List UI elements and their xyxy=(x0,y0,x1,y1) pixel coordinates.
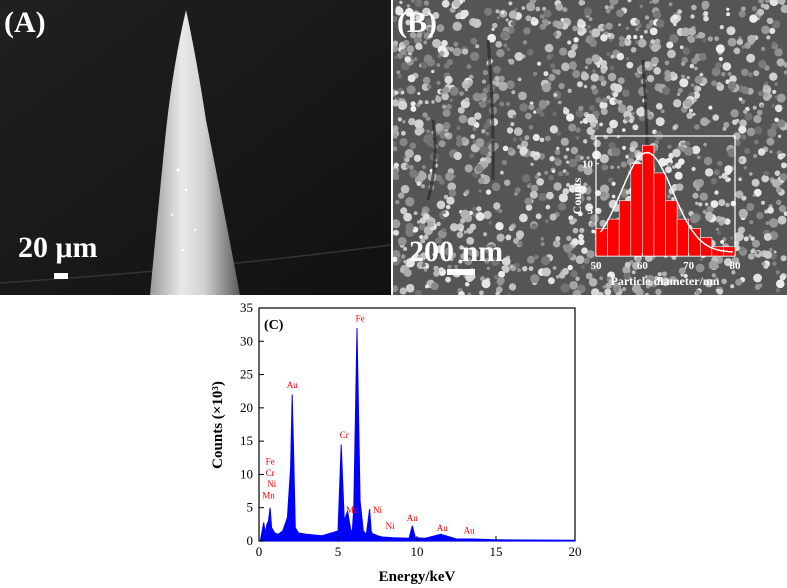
eds-peak-label: Fe xyxy=(356,313,365,323)
eds-y-tick-label: 5 xyxy=(247,500,254,515)
eds-peak-label: Au xyxy=(287,380,298,390)
histogram-bar xyxy=(676,218,689,257)
panel-b-scale-bar xyxy=(447,269,475,275)
eds-peak-label: Mn xyxy=(346,505,359,515)
panel-c-label: (C) xyxy=(264,318,284,333)
eds-peak-label: Au xyxy=(464,526,475,536)
gaussian-fit-curve xyxy=(599,151,733,253)
sem-image-nanoparticles: (B) 200 nm 50 60 70 80 5 10 Particle diamete… xyxy=(393,0,787,295)
eds-y-tick-label: 35 xyxy=(240,300,253,315)
eds-spectrum-series xyxy=(260,327,576,542)
histogram-x-tick-label: 80 xyxy=(730,260,742,272)
histogram-x-tick-label: 70 xyxy=(683,260,695,272)
histogram-bar xyxy=(618,200,632,257)
histogram-bar xyxy=(630,163,643,257)
eds-y-tick-label: 25 xyxy=(240,367,253,382)
panel-b-label: (B) xyxy=(397,6,437,39)
eds-x-tick-label: 10 xyxy=(411,544,424,559)
eds-peak-label: Ni xyxy=(386,521,395,531)
eds-plot-frame xyxy=(258,307,576,542)
histogram-bar xyxy=(607,218,620,257)
eds-y-tick-label: 0 xyxy=(247,533,254,548)
eds-peak-label: Au xyxy=(407,513,418,523)
histogram-x-tick-label: 50 xyxy=(591,260,603,272)
histogram-x-tick-label: 60 xyxy=(637,260,649,272)
eds-x-tick-label: 0 xyxy=(256,544,263,559)
eds-peak-label: Cr xyxy=(266,468,275,478)
tip-sem-graphic xyxy=(0,0,391,295)
eds-peak-label: Fe xyxy=(266,456,275,466)
eds-x-tick-label: 5 xyxy=(335,544,342,559)
histogram-bar xyxy=(665,200,678,257)
nanoparticle-texture xyxy=(393,0,787,295)
panel-a-label: (A) xyxy=(4,6,46,39)
eds-peak-label: Cr xyxy=(340,430,349,440)
histogram-y-tick-label: 10 xyxy=(582,159,594,171)
eds-y-tick-label: 30 xyxy=(240,333,253,348)
eds-x-axis-label: Energy/keV xyxy=(379,569,456,585)
eds-y-tick-label: 10 xyxy=(240,466,253,481)
histogram-bar xyxy=(653,172,666,257)
eds-y-axis-label: Counts (×10³) xyxy=(210,381,226,469)
eds-peak-label: Ni xyxy=(373,505,382,515)
particle-size-histogram: 50 60 70 80 5 10 Particle diameter/nm Counts xyxy=(570,135,742,288)
eds-peak-label: Mn xyxy=(262,490,275,500)
histogram-bar xyxy=(642,144,655,257)
panel-b-scale-text: 200 nm xyxy=(409,235,504,268)
histogram-y-tick-label: 5 xyxy=(588,205,594,217)
histogram-y-axis-label: Counts xyxy=(570,177,584,214)
tip-shape xyxy=(150,10,240,295)
eds-x-tick-label: 15 xyxy=(490,544,503,559)
histogram-bar xyxy=(595,228,608,257)
eds-peak-label: Ni xyxy=(267,479,276,489)
sem-image-tip: (A) 20 μm xyxy=(0,0,391,295)
histogram-x-axis-label: Particle diameter/nm xyxy=(611,274,720,288)
eds-y-tick-label: 20 xyxy=(240,400,253,415)
eds-x-tick-label: 20 xyxy=(569,544,582,559)
panel-a-scale-text: 20 μm xyxy=(18,231,98,264)
eds-y-tick-label: 15 xyxy=(240,433,253,448)
eds-peak-label: Au xyxy=(437,523,448,533)
panel-a-scale-bar xyxy=(54,273,68,279)
